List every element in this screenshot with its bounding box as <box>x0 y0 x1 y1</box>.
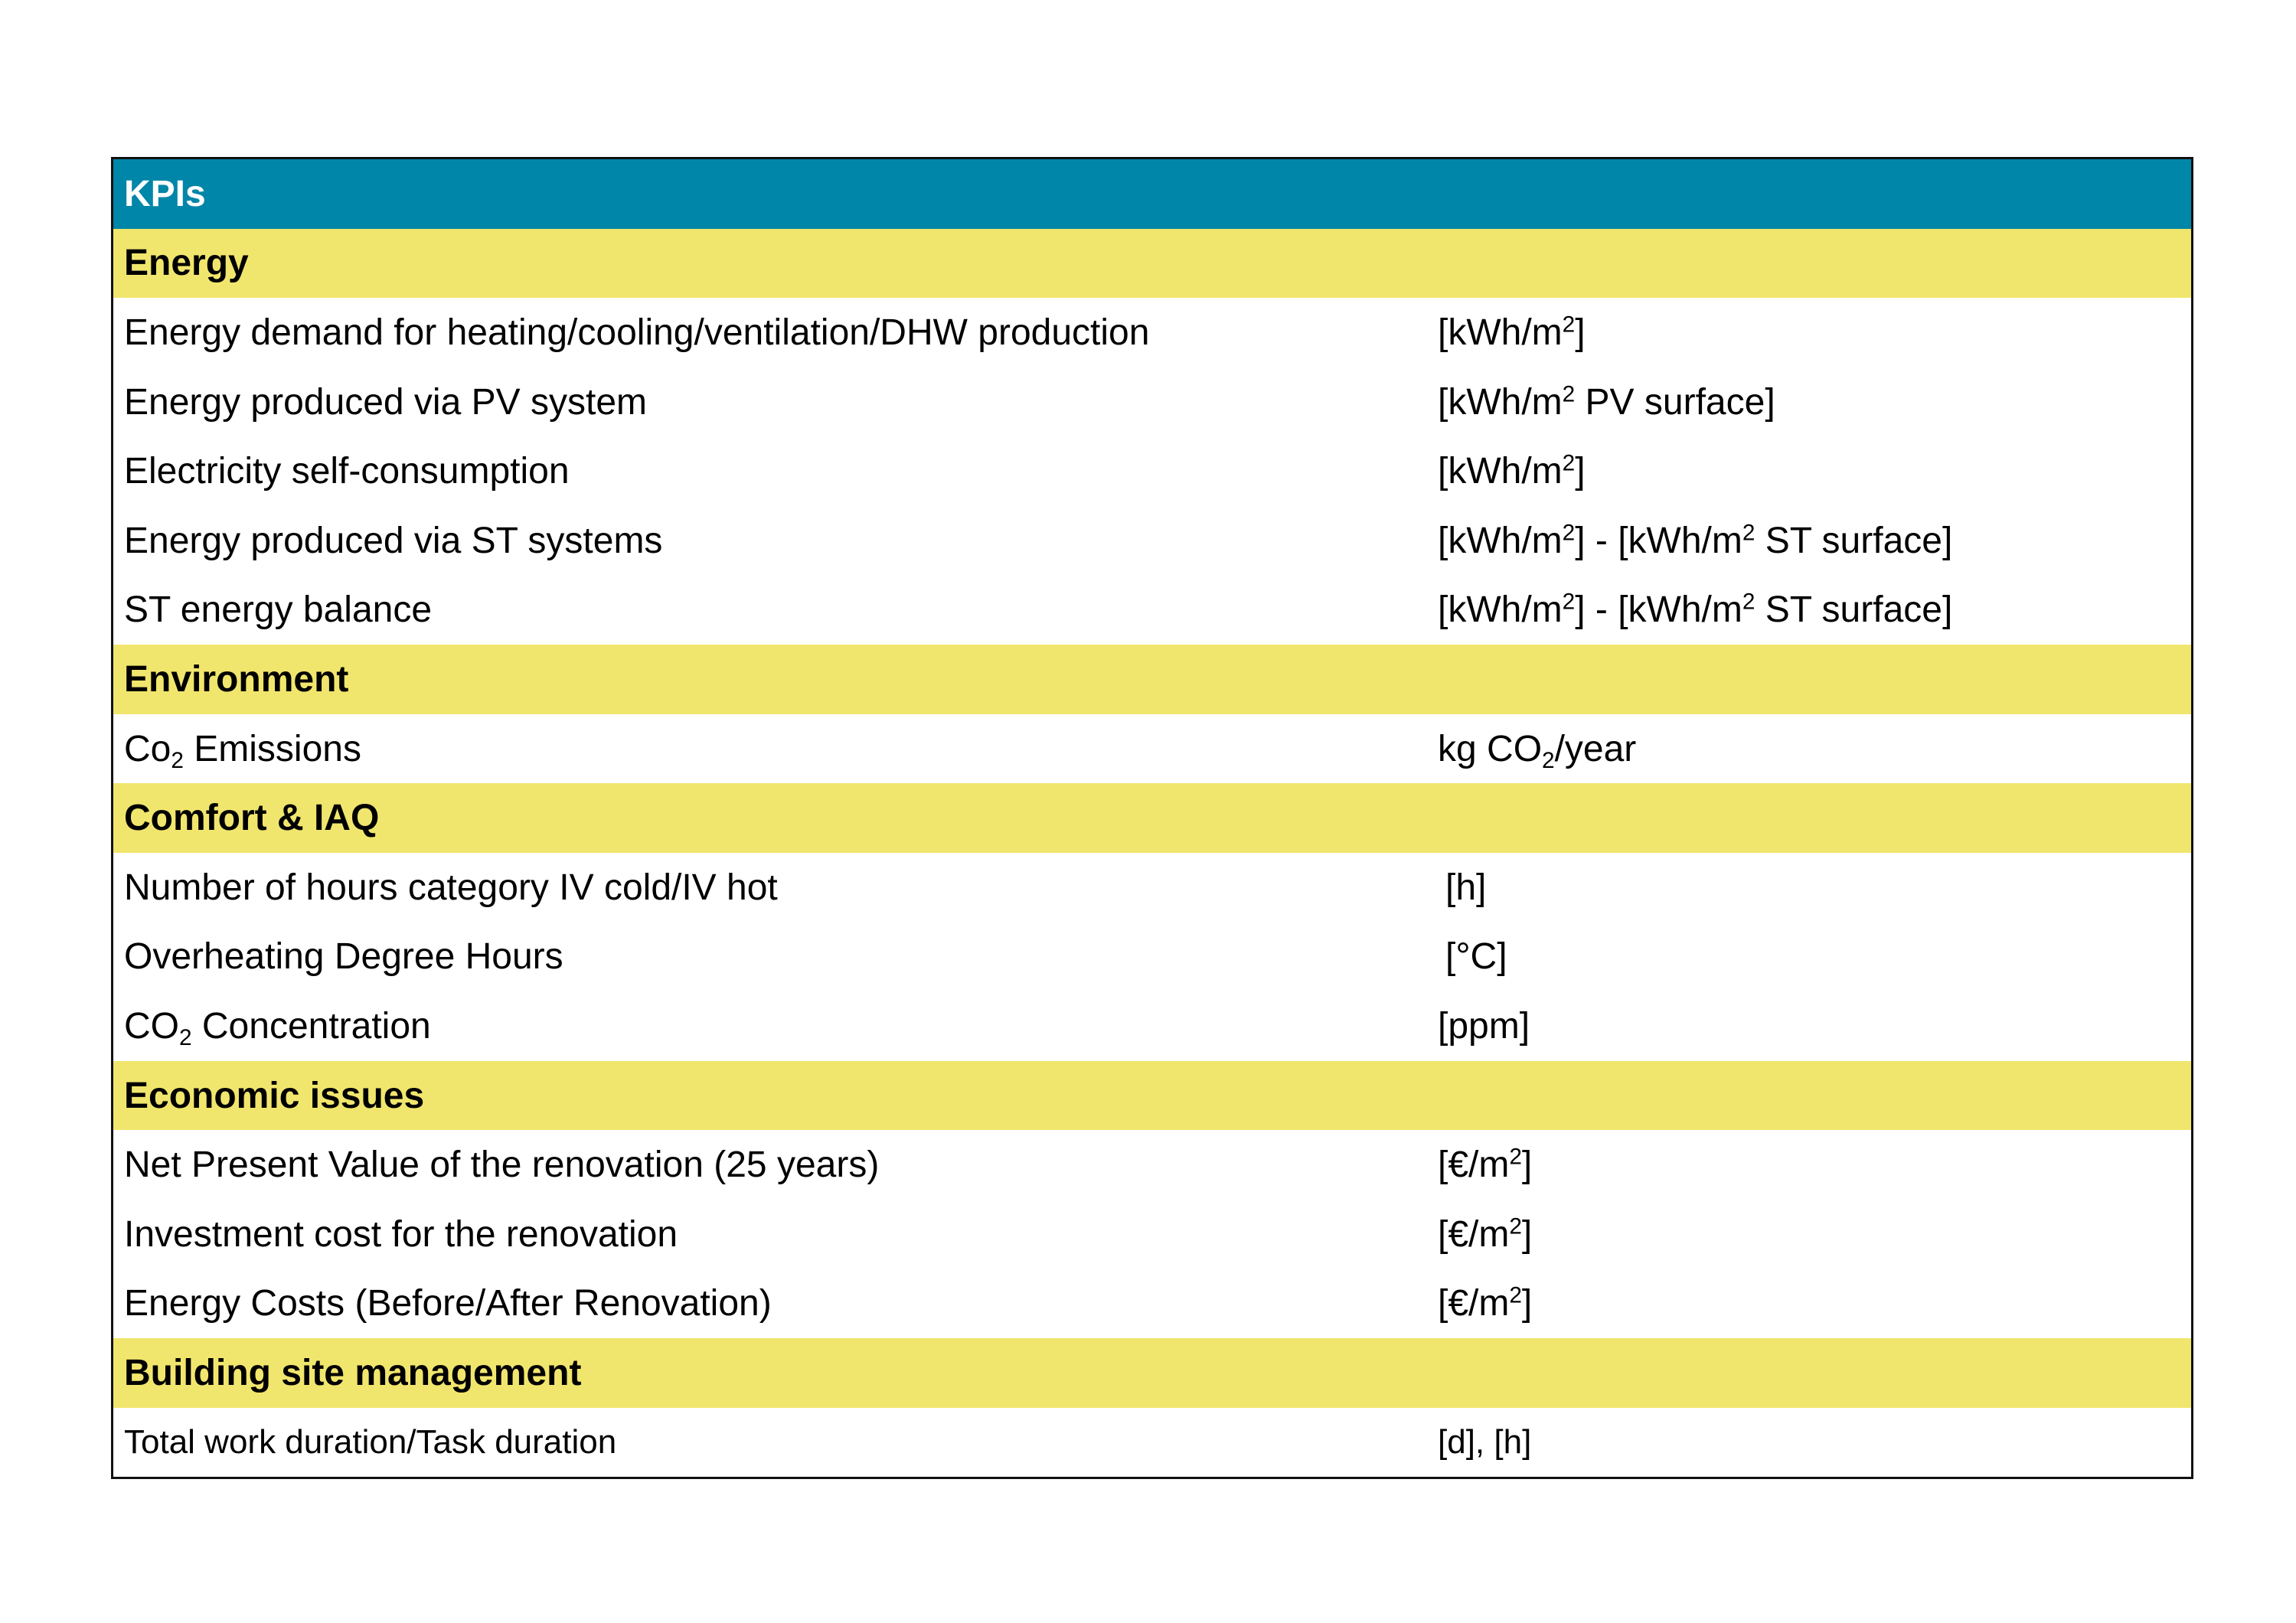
kpi-unit: [kWh/m2] - [kWh/m2 ST surface] <box>1438 589 1953 631</box>
kpi-name: Energy produced via ST systems <box>124 520 663 561</box>
table-row: Electricity self-consumption [kWh/m2] <box>113 436 2191 506</box>
table-row: Investment cost for the renovation [€/m2… <box>113 1199 2191 1269</box>
table-header: KPIs <box>113 159 2191 229</box>
section-title: Environment <box>124 658 349 700</box>
kpi-name: Total work duration/Task duration <box>124 1422 617 1461</box>
kpi-name: CO2 Concentration <box>124 1005 431 1050</box>
section-title: Building site management <box>124 1352 582 1393</box>
kpi-unit: [€/m2] <box>1438 1144 1533 1186</box>
kpi-name: Number of hours category IV cold/IV hot <box>124 867 778 908</box>
kpi-name: Co2 Emissions <box>124 728 361 773</box>
header-title: KPIs <box>124 173 206 214</box>
table-row: CO2 Concentration [ppm] <box>113 991 2191 1061</box>
kpi-name: ST energy balance <box>124 589 433 631</box>
kpi-unit: kg CO2/year <box>1438 728 1637 773</box>
section-title: Comfort & IAQ <box>124 798 380 839</box>
kpi-name: Energy demand for heating/cooling/ventil… <box>124 312 1150 353</box>
section-title: Energy <box>124 243 249 284</box>
table-row: Net Present Value of the renovation (25 … <box>113 1130 2191 1200</box>
table-row: Overheating Degree Hours [°C] <box>113 922 2191 992</box>
kpi-table: KPIs Energy Energy demand for heating/co… <box>111 157 2193 1480</box>
kpi-unit: [kWh/m2] - [kWh/m2 ST surface] <box>1438 520 1953 561</box>
table-row: Number of hours category IV cold/IV hot … <box>113 852 2191 923</box>
kpi-name: Energy produced via PV system <box>124 381 647 423</box>
section-environment: Environment <box>113 645 2191 714</box>
table-row: Energy produced via ST systems [kWh/m2] … <box>113 505 2191 576</box>
table-row: Co2 Emissions kg CO2/year <box>113 714 2191 784</box>
kpi-name: Electricity self-consumption <box>124 451 570 492</box>
table-row: Energy produced via PV system [kWh/m2 PV… <box>113 367 2191 437</box>
kpi-unit: [°C] <box>1445 936 1507 978</box>
table-row: Energy Costs (Before/After Renovation) [… <box>113 1269 2191 1339</box>
kpi-unit: [€/m2] <box>1438 1282 1533 1324</box>
kpi-unit: [h] <box>1445 867 1487 908</box>
section-energy: Energy <box>113 228 2191 299</box>
kpi-name: Net Present Value of the renovation (25 … <box>124 1145 880 1186</box>
section-economic: Economic issues <box>113 1060 2191 1131</box>
kpi-unit: [ppm] <box>1438 1005 1530 1047</box>
kpi-unit: [d], [h] <box>1438 1422 1532 1461</box>
table-row: ST energy balance [kWh/m2] - [kWh/m2 ST … <box>113 575 2191 645</box>
table-row: Energy demand for heating/cooling/ventil… <box>113 298 2191 367</box>
section-building: Building site management <box>113 1338 2191 1408</box>
kpi-unit: [kWh/m2] <box>1438 450 1586 492</box>
kpi-unit: [kWh/m2 PV surface] <box>1438 381 1775 423</box>
section-comfort: Comfort & IAQ <box>113 783 2191 853</box>
kpi-name: Overheating Degree Hours <box>124 936 563 978</box>
kpi-name: Investment cost for the renovation <box>124 1213 678 1255</box>
kpi-unit: [€/m2] <box>1438 1213 1533 1255</box>
kpi-unit: [kWh/m2] <box>1438 312 1586 353</box>
kpi-name: Energy Costs (Before/After Renovation) <box>124 1283 772 1324</box>
table-row: Total work duration/Task duration [d], [… <box>113 1407 2191 1478</box>
section-title: Economic issues <box>124 1075 425 1116</box>
